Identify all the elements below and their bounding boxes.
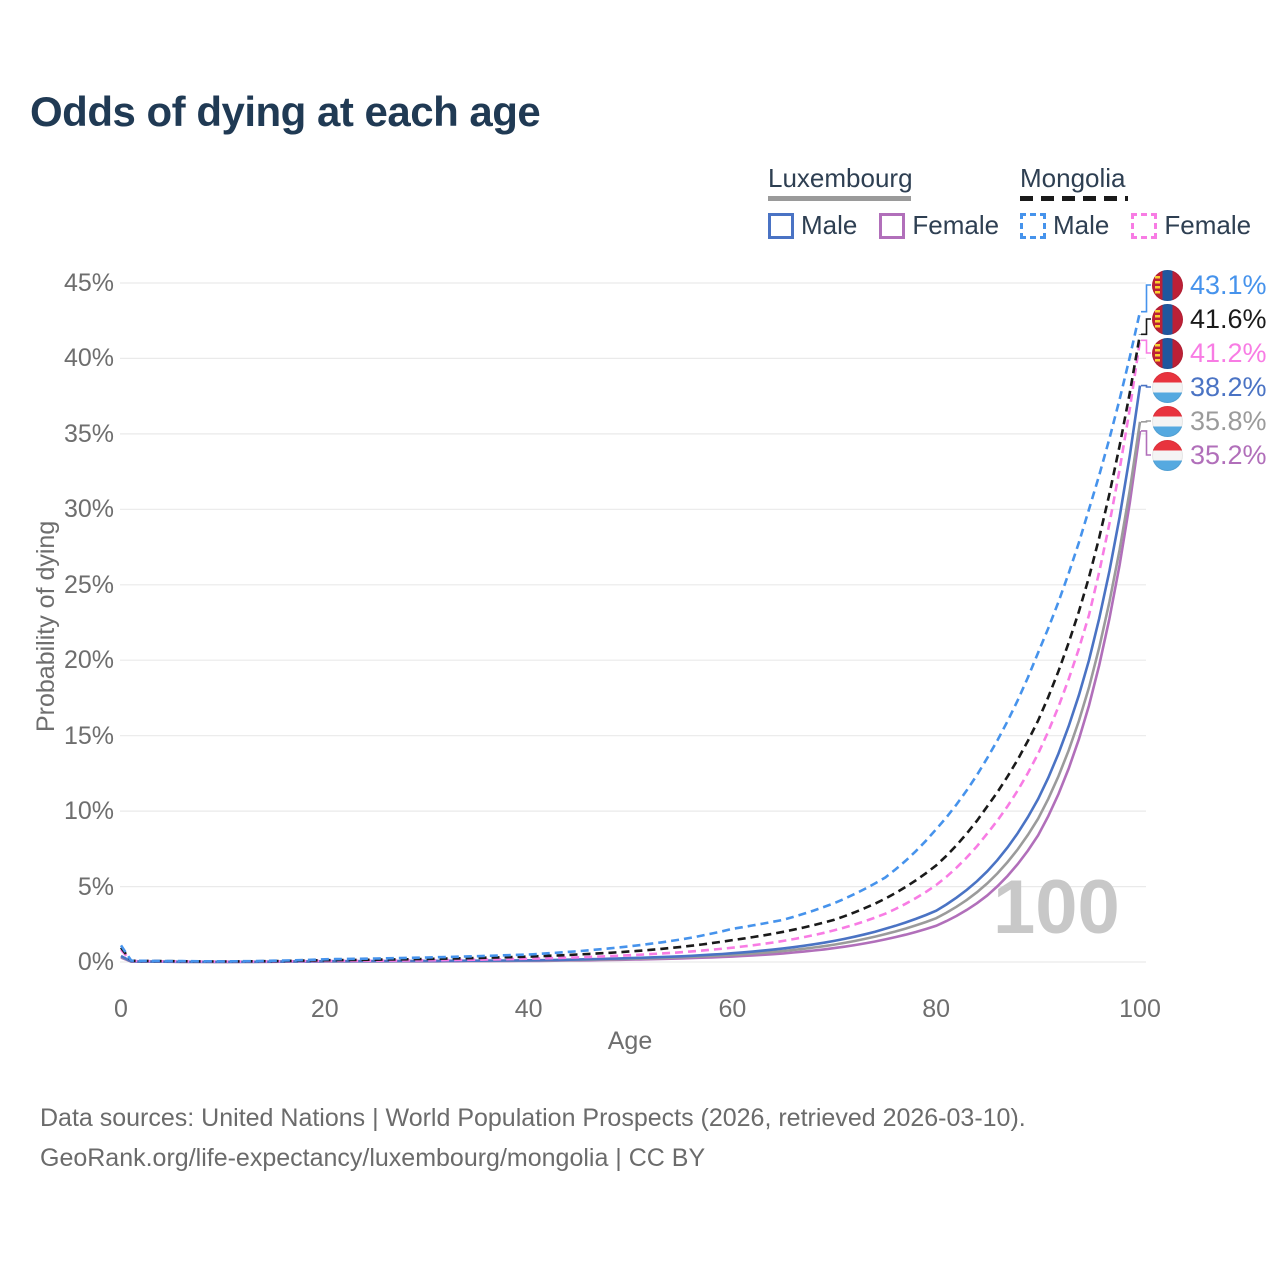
y-tick-label: 40% — [63, 344, 114, 373]
mongolia-flag-icon — [1152, 337, 1183, 369]
legend-country-mongolia: Mongolia — [1020, 163, 1126, 193]
x-axis-title: Age — [607, 1027, 653, 1055]
luxembourg-female-swatch-icon — [879, 212, 906, 239]
legend-item-luxembourg-male[interactable]: Male — [768, 210, 857, 241]
x-tick-label: 20 — [310, 995, 339, 1023]
luxembourg-flag-icon — [1152, 405, 1183, 437]
y-tick-label: 10% — [63, 797, 114, 826]
end-label-connector — [1141, 339, 1151, 354]
series-line-lu_both — [120, 421, 1142, 964]
legend-group-mongolia: Mongolia Male Female — [1020, 163, 1251, 241]
data-sources-line: Data sources: United Nations | World Pop… — [40, 1104, 1026, 1132]
soyombo-icon — [1155, 275, 1160, 295]
end-label-lu_female: 35.2% — [1152, 439, 1267, 471]
y-tick-label: 45% — [63, 269, 114, 297]
x-tick-label: 40 — [514, 995, 543, 1023]
end-label-connector — [1141, 384, 1151, 388]
end-label-connector — [1141, 430, 1151, 456]
x-tick-label: 0 — [114, 995, 128, 1023]
end-label-value: 35.8% — [1190, 405, 1267, 436]
end-label-value: 35.2% — [1190, 439, 1267, 470]
x-tick-label: 100 — [1119, 995, 1161, 1023]
series-line-lu_male — [120, 385, 1142, 964]
end-label-mn_female: 41.2% — [1152, 337, 1267, 369]
legend-group-luxembourg: Luxembourg Male Female — [768, 163, 999, 241]
legend-linestyle-mongolia — [1020, 196, 1128, 201]
legend-item-label: Male — [801, 210, 858, 240]
mongolia-flag-icon — [1152, 303, 1183, 335]
y-tick-label: 5% — [77, 872, 114, 901]
end-label-value: 41.2% — [1190, 337, 1267, 368]
legend-item-label: Female — [912, 210, 1000, 240]
y-tick-label: 35% — [63, 419, 114, 448]
x-tick-label: 80 — [922, 995, 951, 1023]
y-tick-label: 15% — [63, 721, 114, 750]
end-label-connector — [1141, 420, 1151, 423]
end-label-value: 43.1% — [1190, 269, 1267, 300]
end-label-connector — [1141, 284, 1151, 313]
end-label-mn_male: 43.1% — [1152, 269, 1267, 301]
series-line-mn_both — [119, 334, 1142, 963]
hovered-age-watermark: 100 — [993, 865, 1120, 950]
legend-item-luxembourg-female[interactable]: Female — [879, 210, 999, 241]
end-label-mn_both: 41.6% — [1152, 303, 1267, 335]
luxembourg-male-swatch-icon — [768, 212, 794, 239]
y-axis-title: Probability of dying — [32, 520, 60, 732]
y-tick-label: 25% — [63, 570, 114, 599]
end-label-connector — [1141, 318, 1151, 336]
page-title: Odds of dying at each age — [30, 88, 541, 135]
legend-item-mongolia-male[interactable]: Male — [1020, 210, 1109, 241]
end-label-value: 38.2% — [1190, 371, 1267, 402]
end-label-lu_both: 35.8% — [1152, 405, 1267, 437]
mongolia-female-swatch-icon — [1131, 212, 1158, 239]
mongolia-flag-icon — [1152, 269, 1183, 301]
legend-item-mongolia-female[interactable]: Female — [1131, 210, 1251, 241]
attribution-line: GeoRank.org/life-expectancy/luxembourg/m… — [40, 1144, 706, 1172]
luxembourg-flag-icon — [1152, 439, 1183, 471]
y-tick-label: 30% — [63, 495, 114, 524]
y-tick-label: 20% — [63, 646, 114, 675]
mongolia-male-swatch-icon — [1020, 212, 1046, 239]
soyombo-icon — [1155, 343, 1160, 363]
luxembourg-flag-icon — [1152, 371, 1183, 403]
end-label-value: 41.6% — [1190, 303, 1267, 334]
soyombo-icon — [1155, 309, 1160, 329]
legend-linestyle-luxembourg — [768, 196, 911, 201]
legend-country-luxembourg: Luxembourg — [768, 163, 913, 193]
x-tick-label: 60 — [718, 995, 747, 1023]
series-line-mn_male — [119, 311, 1142, 963]
y-tick-label: 0% — [77, 948, 114, 976]
legend-item-label: Female — [1164, 210, 1252, 240]
end-label-lu_male: 38.2% — [1152, 371, 1267, 403]
legend-item-label: Male — [1053, 210, 1110, 240]
